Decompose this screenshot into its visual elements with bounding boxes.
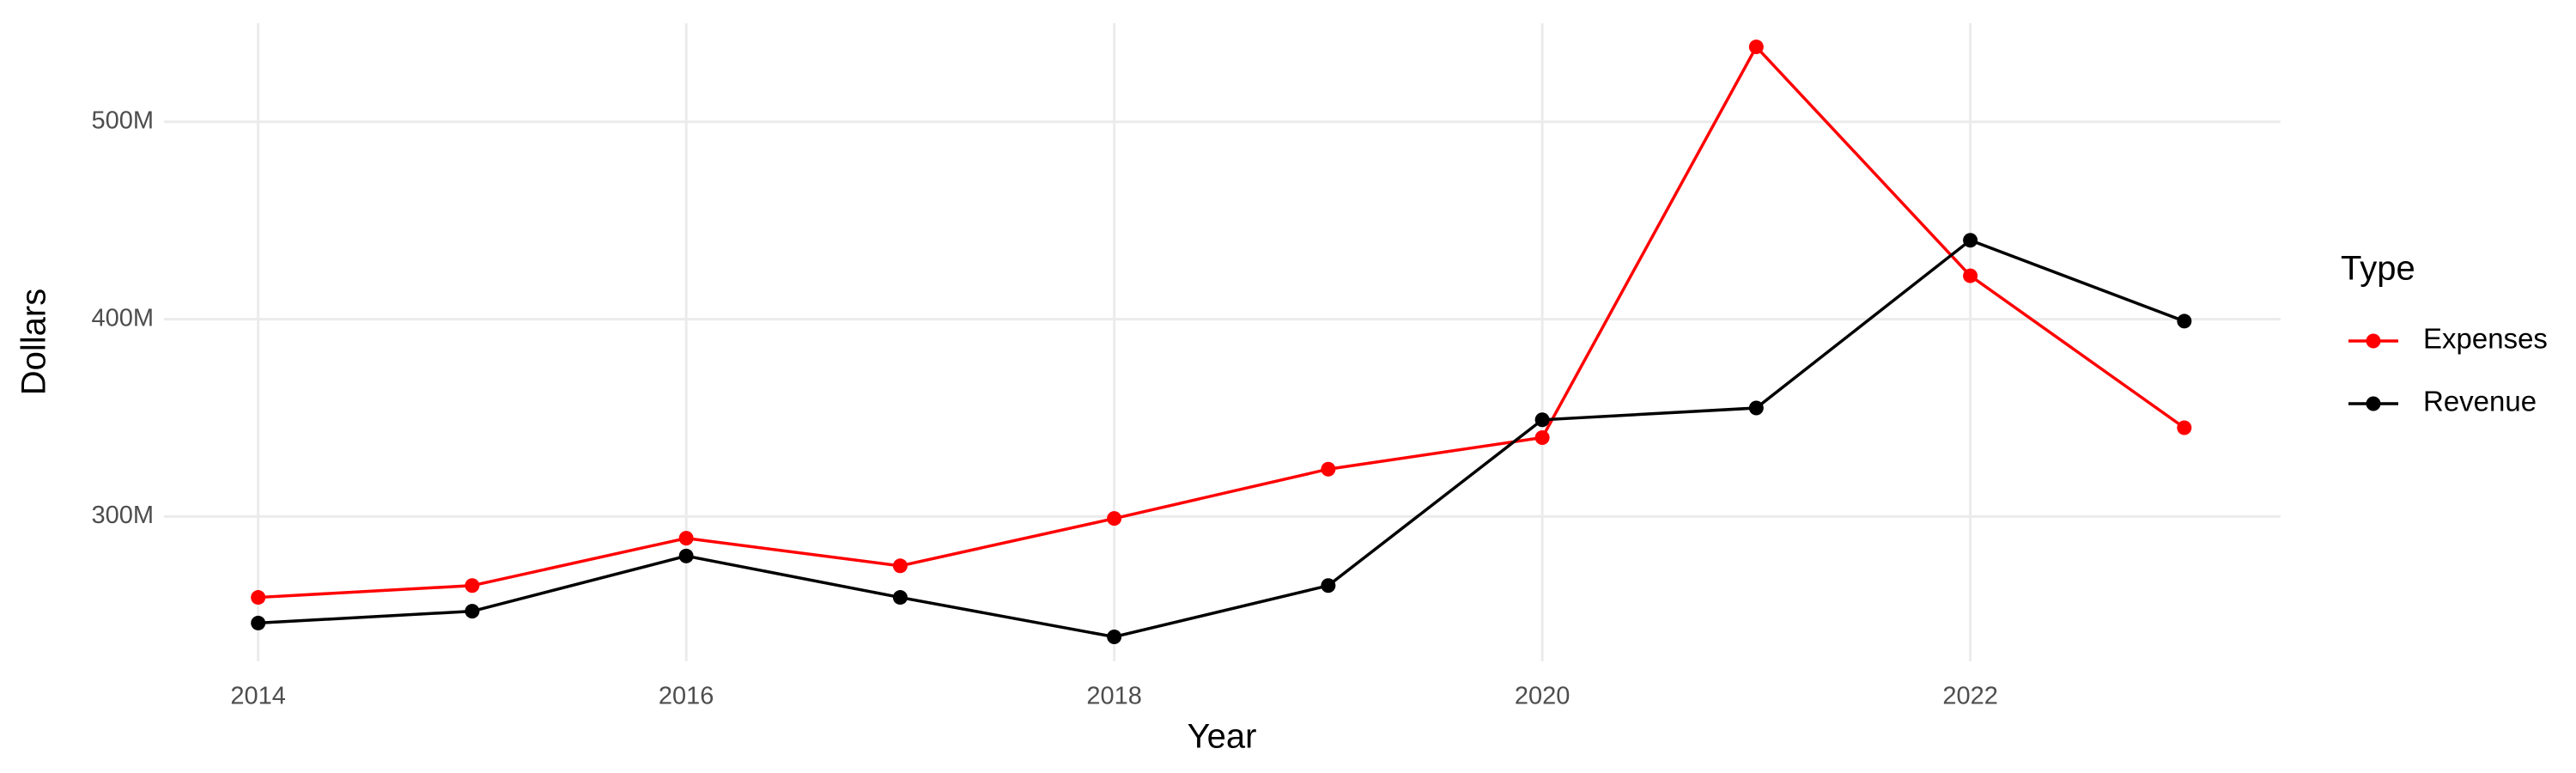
y-tick-label: 400M (91, 304, 154, 332)
y-tick-label: 500M (91, 107, 154, 135)
x-tick-label: 2016 (659, 683, 714, 710)
x-tick-label: 2014 (230, 683, 286, 710)
data-point (251, 590, 266, 606)
data-point (465, 604, 480, 619)
data-point (1321, 578, 1336, 593)
data-point (678, 548, 694, 563)
data-point (1963, 268, 1978, 283)
data-point (1534, 412, 1550, 428)
data-point (1107, 630, 1122, 645)
data-point (892, 558, 908, 574)
data-point (892, 590, 908, 606)
data-point (1107, 511, 1122, 526)
x-tick-label: 2018 (1086, 683, 1142, 710)
x-tick-label: 2022 (1942, 683, 1998, 710)
legend-key-point (2366, 333, 2381, 349)
series-line (258, 238, 2185, 639)
legend-label: Revenue (2423, 386, 2537, 417)
data-point (1748, 400, 1764, 416)
legend-title: Type (2341, 250, 2415, 288)
data-point (2177, 420, 2192, 435)
data-point (1963, 233, 1978, 248)
data-point (1748, 40, 1764, 55)
y-tick-label: 300M (91, 502, 154, 529)
series-line (258, 44, 2185, 600)
data-point (1534, 429, 1550, 445)
data-point (251, 615, 266, 630)
data-point (678, 531, 694, 546)
legend-label: Expenses (2423, 323, 2548, 355)
data-point (465, 578, 480, 593)
data-point (2177, 313, 2192, 329)
x-axis-title: Year (1188, 718, 1257, 756)
x-tick-label: 2020 (1515, 683, 1571, 710)
y-axis-title: Dollars (15, 289, 53, 395)
data-point (1321, 461, 1336, 477)
legend-key-point (2366, 396, 2381, 411)
